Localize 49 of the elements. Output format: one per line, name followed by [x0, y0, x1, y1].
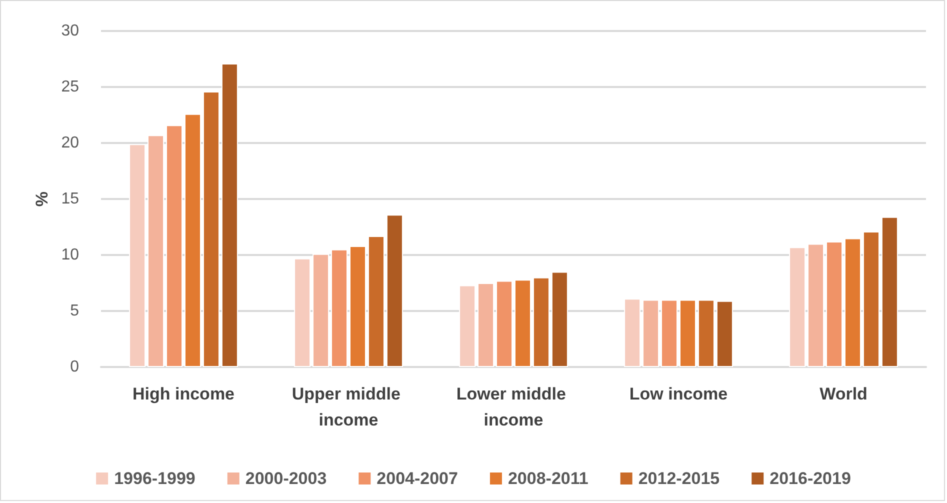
bar: [349, 246, 366, 367]
legend-label: 2016-2019: [770, 469, 851, 488]
bar: [826, 242, 843, 367]
legend-label: 2008-2011: [508, 469, 588, 488]
y-tick-label: 15: [61, 190, 80, 208]
bar: [496, 280, 513, 367]
bar: [221, 63, 238, 367]
bar: [312, 254, 330, 367]
x-tick-label: World: [820, 384, 868, 404]
bar: [184, 114, 201, 367]
legend-label: 2000-2003: [245, 469, 327, 488]
bar: [698, 300, 714, 367]
x-tick-label: Low income: [629, 384, 728, 404]
x-tick-label: Upper middle income: [292, 384, 406, 430]
bar: [294, 258, 311, 367]
y-tick-label: 25: [61, 78, 80, 96]
y-tick-label: 0: [70, 358, 80, 376]
x-tick-label: Lower middle income: [456, 384, 571, 430]
bar: [129, 144, 146, 367]
bar: [202, 91, 220, 367]
bar: [166, 125, 183, 367]
y-tick-label: 20: [61, 134, 80, 152]
bar: [661, 300, 678, 367]
bar: [716, 300, 733, 367]
x-tick-label: High income: [132, 384, 235, 404]
bar: [459, 285, 476, 367]
y-tick-label: 10: [61, 246, 80, 264]
legend-label: 2004-2007: [376, 469, 458, 488]
y-axis-title: %: [32, 191, 52, 207]
bar: [551, 272, 568, 367]
legend-label: 1996-1999: [114, 469, 196, 488]
bar: [642, 300, 660, 367]
bar: [844, 238, 861, 367]
bar: [331, 249, 348, 367]
bar: [624, 298, 641, 367]
bar: [532, 277, 550, 367]
bar: [386, 214, 403, 367]
y-tick-label: 5: [70, 302, 80, 320]
legend-label: 2012-2015: [638, 469, 720, 488]
bar: [478, 283, 494, 367]
bar: [679, 300, 696, 367]
bar: [862, 231, 880, 367]
bar: [881, 216, 898, 367]
bar: [789, 247, 806, 367]
bar: [368, 236, 384, 367]
bar: [808, 244, 824, 367]
y-tick-label: 30: [61, 22, 80, 40]
bar: [148, 135, 164, 367]
bar: [514, 280, 531, 367]
